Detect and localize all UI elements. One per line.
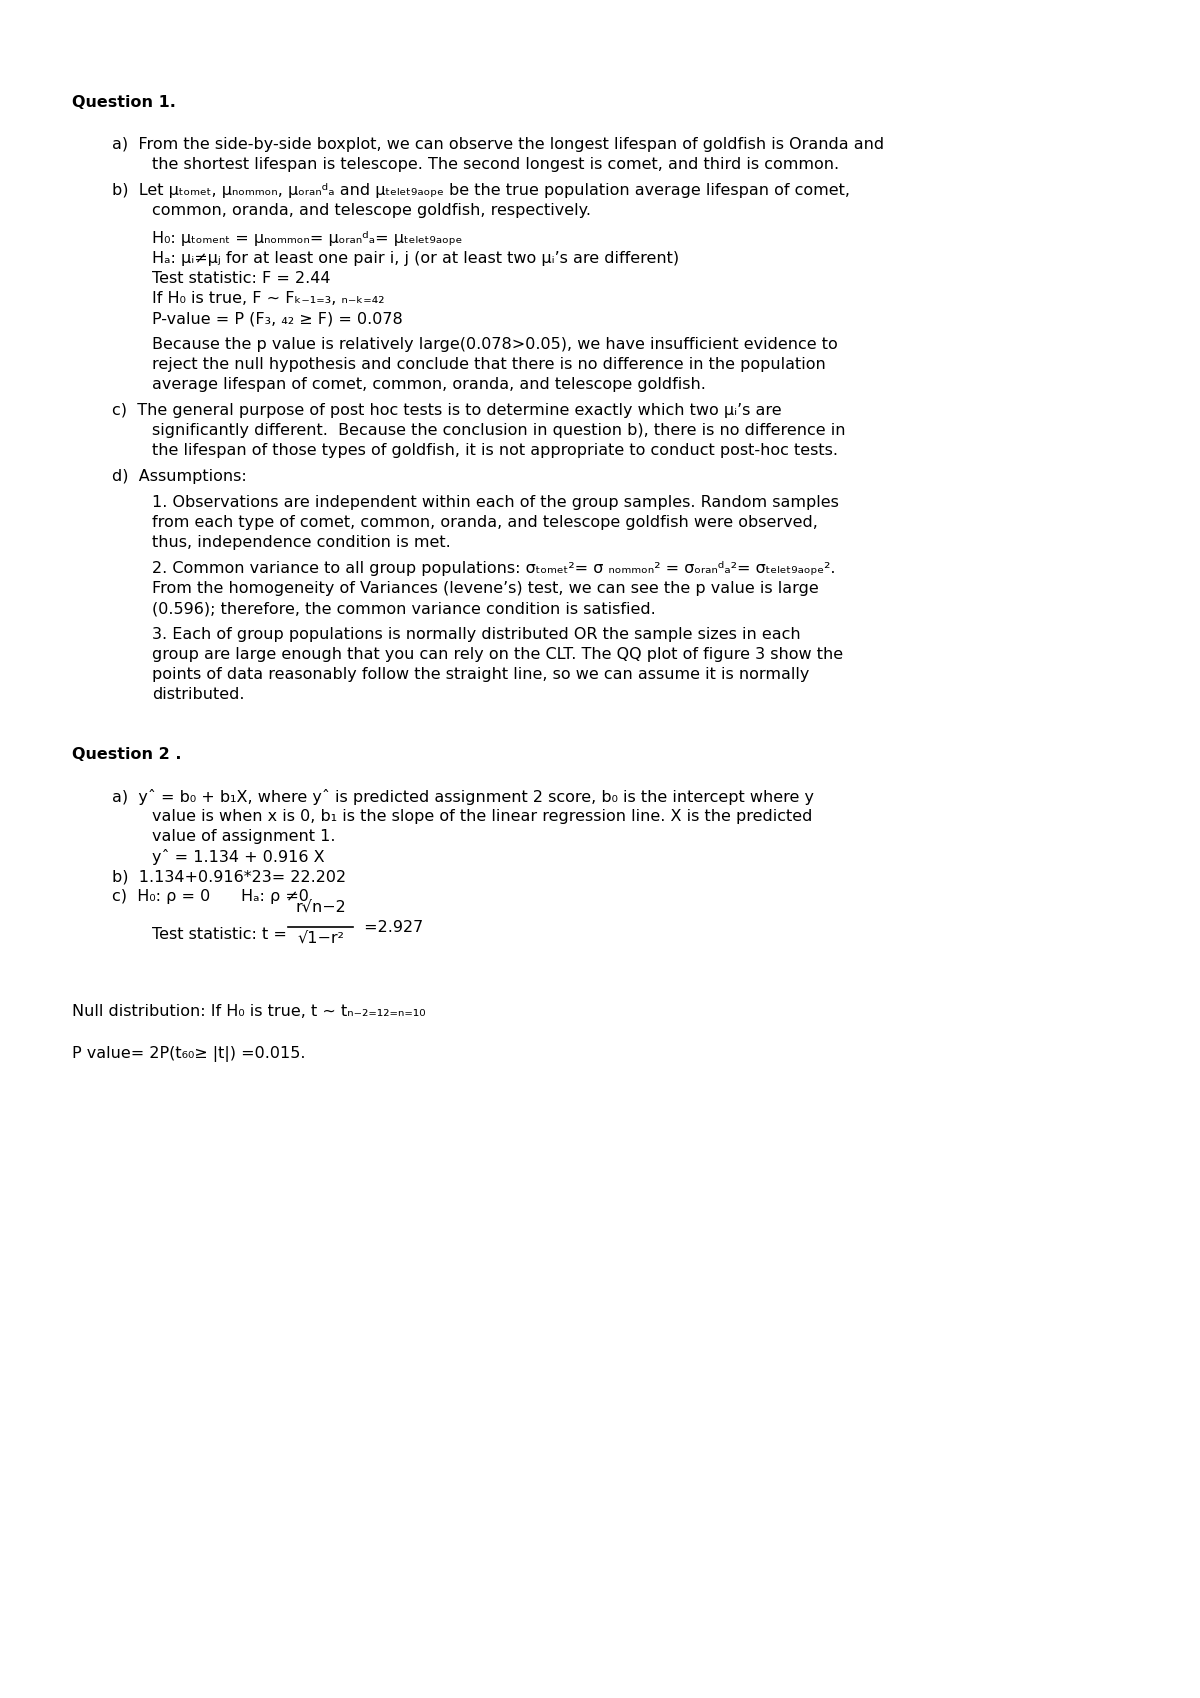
Text: Question 1.: Question 1. <box>72 95 176 110</box>
Text: Question 2 .: Question 2 . <box>72 747 181 762</box>
Text: group are large enough that you can rely on the CLT. The QQ plot of figure 3 sho: group are large enough that you can rely… <box>152 647 844 662</box>
Text: Null distribution: If H₀ is true, t ~ tₙ₋₂₌₁₂₌ₙ₌₁₀: Null distribution: If H₀ is true, t ~ tₙ… <box>72 1004 426 1019</box>
Text: value is when x is 0, b₁ is the slope of the linear regression line. X is the pr: value is when x is 0, b₁ is the slope of… <box>152 808 812 824</box>
Text: thus, independence condition is met.: thus, independence condition is met. <box>152 535 451 550</box>
Text: c)  H₀: ρ = 0      Hₐ: ρ ≠0: c) H₀: ρ = 0 Hₐ: ρ ≠0 <box>112 890 308 903</box>
Text: common, oranda, and telescope goldfish, respectively.: common, oranda, and telescope goldfish, … <box>152 204 592 217</box>
Text: P-value = P (F₃, ₄₂ ≥ F) = 0.078: P-value = P (F₃, ₄₂ ≥ F) = 0.078 <box>152 311 403 326</box>
Text: reject the null hypothesis and conclude that there is no difference in the popul: reject the null hypothesis and conclude … <box>152 357 826 372</box>
Text: b)  1.134+0.916*23= 22.202: b) 1.134+0.916*23= 22.202 <box>112 869 346 885</box>
Text: If H₀ is true, F ~ Fₖ₋₁₌₃, ₙ₋ₖ₌₄₂: If H₀ is true, F ~ Fₖ₋₁₌₃, ₙ₋ₖ₌₄₂ <box>152 290 384 306</box>
Text: distributed.: distributed. <box>152 688 245 701</box>
Text: c)  The general purpose of post hoc tests is to determine exactly which two μᵢ’s: c) The general purpose of post hoc tests… <box>112 402 781 418</box>
Text: a)  yˆ = b₀ + b₁X, where yˆ is predicted assignment 2 score, b₀ is the intercept: a) yˆ = b₀ + b₁X, where yˆ is predicted … <box>112 790 814 805</box>
Text: 3. Each of group populations is normally distributed OR the sample sizes in each: 3. Each of group populations is normally… <box>152 627 800 642</box>
Text: a)  From the side-by-side boxplot, we can observe the longest lifespan of goldfi: a) From the side-by-side boxplot, we can… <box>112 138 884 153</box>
Text: 1. Observations are independent within each of the group samples. Random samples: 1. Observations are independent within e… <box>152 496 839 509</box>
Text: Test statistic: F = 2.44: Test statistic: F = 2.44 <box>152 272 330 285</box>
Text: Because the p value is relatively large(0.078>0.05), we have insufficient eviden: Because the p value is relatively large(… <box>152 336 838 351</box>
Text: √1−r²: √1−r² <box>298 931 344 946</box>
Text: Hₐ: μᵢ≠μⱼ for at least one pair i, j (or at least two μᵢ’s are different): Hₐ: μᵢ≠μⱼ for at least one pair i, j (or… <box>152 251 679 267</box>
Text: the lifespan of those types of goldfish, it is not appropriate to conduct post-h: the lifespan of those types of goldfish,… <box>152 443 838 458</box>
Text: average lifespan of comet, common, oranda, and telescope goldfish.: average lifespan of comet, common, orand… <box>152 377 706 392</box>
Text: 2. Common variance to all group populations: σₜₒₘₑₜ²= σ ₙₒₘₘₒₙ² = σₒᵣₐₙᵈₐ²= σₜₑₗ: 2. Common variance to all group populati… <box>152 560 835 576</box>
Text: =2.927: =2.927 <box>359 920 424 934</box>
Text: (0.596); therefore, the common variance condition is satisfied.: (0.596); therefore, the common variance … <box>152 601 655 616</box>
Text: points of data reasonably follow the straight line, so we can assume it is norma: points of data reasonably follow the str… <box>152 667 809 683</box>
Text: value of assignment 1.: value of assignment 1. <box>152 829 336 844</box>
Text: From the homogeneity of Variances (levene’s) test, we can see the p value is lar: From the homogeneity of Variances (leven… <box>152 581 818 596</box>
Text: b)  Let μₜₒₘₑₜ, μₙₒₘₘₒₙ, μₒᵣₐₙᵈₐ and μₜₑₗₑₜ₉ₐₒₚₑ be the true population average : b) Let μₜₒₘₑₜ, μₙₒₘₘₒₙ, μₒᵣₐₙᵈₐ and μₜₑₗ… <box>112 183 850 199</box>
Text: Test statistic: t =: Test statistic: t = <box>152 927 292 942</box>
Text: from each type of comet, common, oranda, and telescope goldfish were observed,: from each type of comet, common, oranda,… <box>152 514 818 530</box>
Text: H₀: μₜₒₘₑₙₜ = μₙₒₘₘₒₙ= μₒᵣₐₙᵈₐ= μₜₑₗₑₜ₉ₐₒₚₑ: H₀: μₜₒₘₑₙₜ = μₙₒₘₘₒₙ= μₒᵣₐₙᵈₐ= μₜₑₗₑₜ₉ₐ… <box>152 231 462 246</box>
Text: yˆ = 1.134 + 0.916 X: yˆ = 1.134 + 0.916 X <box>152 849 325 864</box>
Text: the shortest lifespan is telescope. The second longest is comet, and third is co: the shortest lifespan is telescope. The … <box>152 156 839 171</box>
Text: P value= 2P(t₆₀≥ |t|) =0.015.: P value= 2P(t₆₀≥ |t|) =0.015. <box>72 1046 306 1061</box>
Text: r√n−2: r√n−2 <box>295 900 346 915</box>
Text: significantly different.  Because the conclusion in question b), there is no dif: significantly different. Because the con… <box>152 423 846 438</box>
Text: d)  Assumptions:: d) Assumptions: <box>112 469 247 484</box>
